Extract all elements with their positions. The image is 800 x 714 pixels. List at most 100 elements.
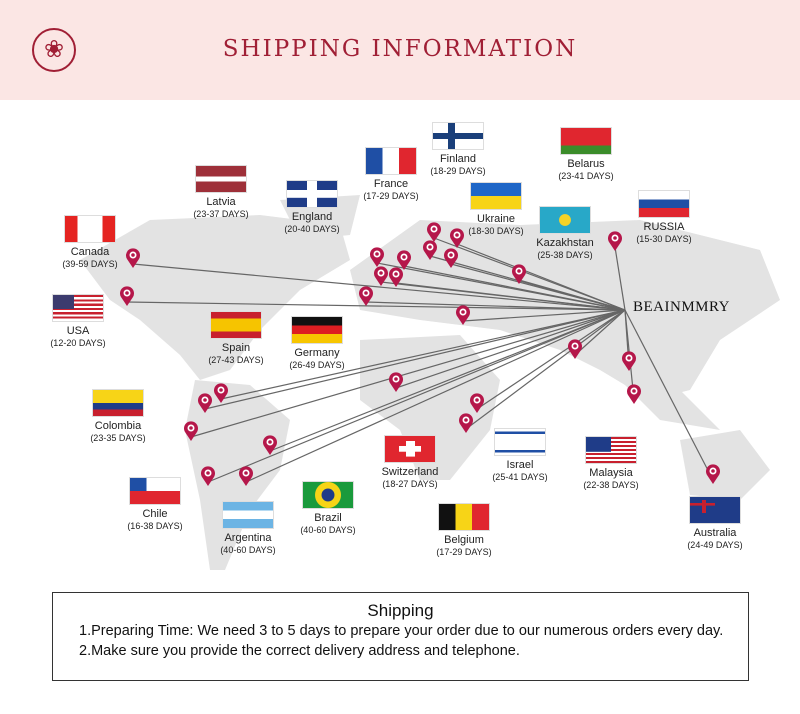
location-pin-icon: [239, 466, 253, 486]
country-ukraine: Ukraine (18-30 DAYS): [441, 182, 551, 237]
rose-logo-icon: ❀: [32, 28, 76, 72]
country-name: Latvia: [206, 196, 236, 208]
switzerland-flag-icon: [384, 435, 436, 463]
route-line: [614, 246, 626, 311]
argentina-flag-icon: [222, 501, 274, 529]
latvia-flag-icon: [195, 165, 247, 193]
country-name: Kazakhstan: [536, 237, 594, 249]
country-name: Finland: [439, 153, 477, 165]
country-malaysia: Malaysia (22-38 DAYS): [556, 436, 666, 491]
route-line: [518, 279, 626, 311]
location-pin-icon: [198, 393, 212, 413]
delivery-days: (23-35 DAYS): [90, 433, 146, 443]
route-line: [204, 309, 626, 410]
belgium-flag-icon: [438, 503, 490, 531]
country-name: Argentina: [224, 532, 272, 544]
location-pin-icon: [444, 248, 458, 268]
location-pin-icon: [423, 240, 437, 260]
route-line: [365, 301, 626, 311]
hub-label: BEAINMMRY: [633, 299, 731, 315]
route-line: [245, 309, 626, 483]
location-pin-icon: [359, 286, 373, 306]
country-switzerland: Switzerland (18-27 DAYS): [355, 435, 465, 490]
country-england: England (20-40 DAYS): [257, 180, 367, 235]
location-pin-icon: [427, 222, 441, 242]
africa: [360, 335, 500, 480]
route-line: [395, 282, 626, 311]
country-israel: Israel (25-41 DAYS): [465, 428, 575, 483]
route-line: [462, 309, 626, 322]
country-finland: Finland (18-29 DAYS): [403, 122, 513, 177]
delivery-days: (20-40 DAYS): [284, 224, 340, 234]
delivery-days: (40-60 DAYS): [300, 525, 356, 535]
location-pin-icon: [389, 267, 403, 287]
country-argentina: Argentina (40-60 DAYS): [193, 501, 303, 556]
location-pin-icon: [608, 231, 622, 251]
route-line: [220, 309, 626, 400]
country-name: England: [291, 211, 333, 223]
location-pin-icon: [184, 421, 198, 441]
route-line: [269, 309, 626, 452]
country-russia: RUSSIA (15-30 DAYS): [609, 190, 719, 245]
canada-flag-icon: [64, 215, 116, 243]
delivery-days: (18-27 DAYS): [382, 479, 438, 489]
route-line: [403, 265, 626, 311]
location-pin-icon: [389, 372, 403, 392]
country-name: RUSSIA: [643, 221, 685, 233]
delivery-days: (40-60 DAYS): [220, 545, 276, 555]
country-brazil: Brazil (40-60 DAYS): [273, 481, 383, 536]
delivery-days: (17-29 DAYS): [363, 191, 419, 201]
country-name: Switzerland: [381, 466, 439, 478]
location-pin-icon: [512, 264, 526, 284]
country-latvia: Latvia (23-37 DAYS): [166, 165, 276, 220]
shipping-title: Shipping: [367, 601, 434, 620]
se-asia: [620, 380, 720, 430]
france-flag-icon: [365, 147, 417, 175]
location-pin-icon: [450, 228, 464, 248]
delivery-days: (24-49 DAYS): [687, 540, 743, 550]
route-line: [207, 309, 626, 483]
country-name: USA: [66, 325, 90, 337]
delivery-days: (39-59 DAYS): [62, 259, 118, 269]
country-name: Brazil: [314, 512, 342, 524]
colombia-flag-icon: [92, 389, 144, 417]
location-pin-icon: [627, 384, 641, 404]
delivery-days: (22-38 DAYS): [583, 480, 639, 490]
country-chile: Chile (16-38 DAYS): [100, 477, 210, 532]
delivery-days: (18-29 DAYS): [430, 166, 486, 176]
australia: [680, 430, 770, 500]
delivery-days: (23-41 DAYS): [558, 171, 614, 181]
header-banner: ❀ SHIPPING INFORMATION: [0, 0, 800, 100]
country-name: Australia: [693, 527, 737, 539]
country-kazakhstan: Kazakhstan (25-38 DAYS): [510, 206, 620, 261]
country-belarus: Belarus (23-41 DAYS): [531, 127, 641, 182]
page-title: SHIPPING INFORMATION: [222, 36, 578, 62]
uk-flag-icon: [286, 180, 338, 208]
location-pin-icon: [456, 305, 470, 325]
location-pin-icon: [214, 383, 228, 403]
route-line: [456, 243, 626, 311]
kazakhstan-flag-icon: [539, 206, 591, 234]
country-name: Belgium: [444, 534, 484, 546]
world-map: [80, 195, 780, 570]
delivery-days: (16-38 DAYS): [127, 521, 183, 531]
europe-asia: [350, 220, 780, 400]
usa-flag-icon: [52, 294, 104, 322]
shipping-info-box: Shipping 1.Preparing Time: We need 3 to …: [52, 592, 749, 681]
delivery-days: (15-30 DAYS): [636, 234, 692, 244]
delivery-days: (12-20 DAYS): [50, 338, 106, 348]
brazil-flag-icon: [302, 481, 354, 509]
russia-flag-icon: [638, 190, 690, 218]
delivery-days: (18-30 DAYS): [468, 226, 524, 236]
location-pin-icon: [263, 435, 277, 455]
country-name: Israel: [506, 459, 534, 471]
location-pin-icon: [622, 351, 636, 371]
country-france: France (17-29 DAYS): [336, 147, 446, 202]
country-australia: Australia (24-49 DAYS): [660, 496, 770, 551]
country-colombia: Colombia (23-35 DAYS): [63, 389, 173, 444]
country-usa: USA (12-20 DAYS): [23, 294, 133, 349]
location-pin-icon: [126, 248, 140, 268]
location-pin-icon: [201, 466, 215, 486]
country-name: Chile: [142, 508, 168, 520]
country-name: Ukraine: [477, 213, 515, 225]
